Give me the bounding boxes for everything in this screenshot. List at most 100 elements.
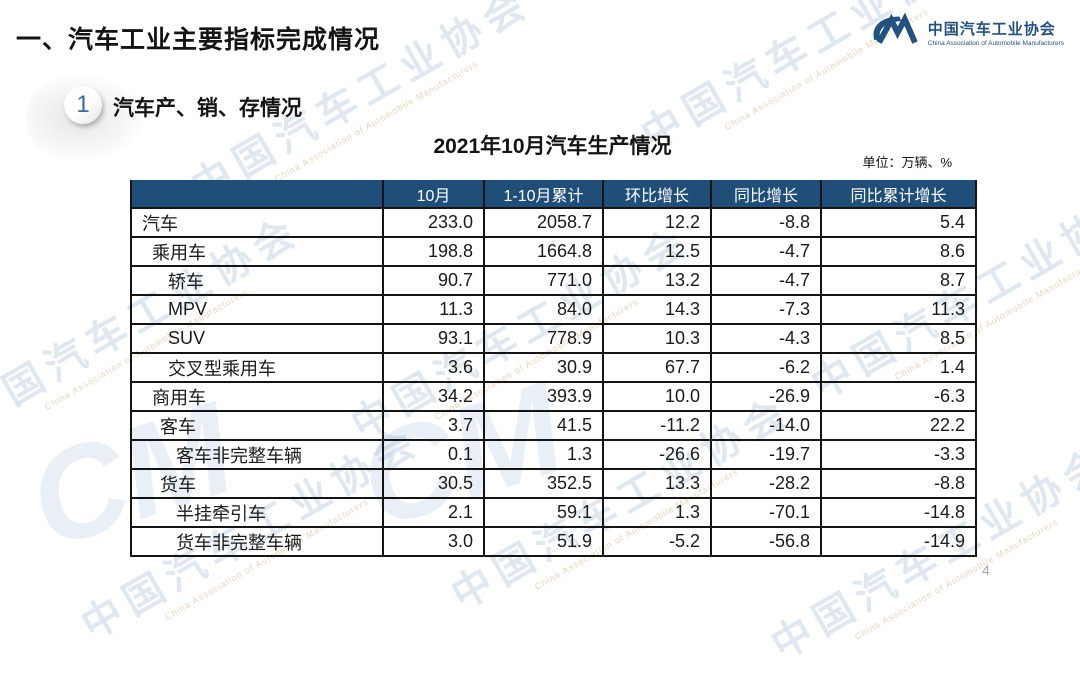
row-value: 8.7 <box>820 265 977 296</box>
row-value: 5.4 <box>820 207 977 238</box>
cm-logo-icon <box>867 12 921 53</box>
caam-logo: 中国汽车工业协会 China Association of Automobile… <box>867 12 1064 53</box>
row-value: -4.3 <box>710 323 822 354</box>
row-label: 货车 <box>130 468 384 499</box>
row-value: 198.8 <box>382 236 485 267</box>
row-label: 汽车 <box>130 207 384 238</box>
logo-name-cn: 中国汽车工业协会 <box>927 21 1056 38</box>
row-value: 3.6 <box>382 352 485 383</box>
production-table: 10月 1-10月累计 环比增长 同比增长 同比累计增长 汽车 233.0 2058.7 12… <box>130 180 977 557</box>
row-value: 84.0 <box>483 294 604 325</box>
logo-text: 中国汽车工业协会 China Association of Automobile… <box>928 18 1064 47</box>
row-value: 8.5 <box>820 323 977 354</box>
row-value: 12.5 <box>602 236 712 267</box>
row-value: 34.2 <box>382 381 485 412</box>
table-row: 交叉型乘用车 3.6 30.9 67.7 -6.2 1.4 <box>130 352 977 383</box>
unit-label: 单位：万辆、% <box>862 155 952 170</box>
row-value: 22.2 <box>820 410 977 441</box>
row-value: 393.9 <box>483 381 604 412</box>
row-label: SUV <box>130 323 384 354</box>
row-value: 10.0 <box>602 381 712 412</box>
row-value: 13.2 <box>602 265 712 296</box>
row-value: -19.7 <box>710 439 822 470</box>
table-row: 货车非完整车辆 3.0 51.9 -5.2 -56.8 -14.9 <box>130 526 977 557</box>
row-value: -26.9 <box>710 381 822 412</box>
row-value: 233.0 <box>382 207 485 238</box>
row-value: 11.3 <box>820 294 977 325</box>
column-header <box>130 180 384 209</box>
table-title: 2021年10月汽车生产情况 <box>433 135 672 158</box>
row-value: -8.8 <box>820 468 977 499</box>
row-value: 93.1 <box>382 323 485 354</box>
column-header: 环比增长 <box>602 180 712 209</box>
section-number-badge: 1 <box>64 86 102 124</box>
table-row: 半挂牵引车 2.1 59.1 1.3 -70.1 -14.8 <box>130 497 977 528</box>
row-value: 11.3 <box>382 294 485 325</box>
logo-name-en: China Association of Automobile Manufact… <box>927 40 1064 47</box>
row-value: 30.5 <box>382 468 485 499</box>
row-value: 1.3 <box>483 439 604 470</box>
page-number: 4 <box>982 562 990 578</box>
row-value: 1664.8 <box>483 236 604 267</box>
table-row: 商用车 34.2 393.9 10.0 -26.9 -6.3 <box>130 381 977 412</box>
row-value: 59.1 <box>483 497 604 528</box>
row-value: -6.3 <box>820 381 977 412</box>
row-value: -70.1 <box>710 497 822 528</box>
row-value: -26.6 <box>602 439 712 470</box>
column-header: 同比增长 <box>710 180 822 209</box>
row-value: 13.3 <box>602 468 712 499</box>
row-value: 41.5 <box>483 410 604 441</box>
row-value: -11.2 <box>602 410 712 441</box>
row-value: -6.2 <box>710 352 822 383</box>
row-value: 1.3 <box>602 497 712 528</box>
row-value: 10.3 <box>602 323 712 354</box>
row-value: -7.3 <box>710 294 822 325</box>
table-row: 货车 30.5 352.5 13.3 -28.2 -8.8 <box>130 468 977 499</box>
production-table-body: 汽车 233.0 2058.7 12.2 -8.8 5.4 乘用车 198.8 1664.8 12… <box>130 207 977 557</box>
row-label: 半挂牵引车 <box>130 497 384 528</box>
row-value: 90.7 <box>382 265 485 296</box>
table-row: 轿车 90.7 771.0 13.2 -4.7 8.7 <box>130 265 977 296</box>
row-label: 货车非完整车辆 <box>130 526 384 557</box>
table-row: 客车 3.7 41.5 -11.2 -14.0 22.2 <box>130 410 977 441</box>
section-title: 汽车产、销、存情况 <box>113 97 302 120</box>
row-value: 67.7 <box>602 352 712 383</box>
row-value: 1.4 <box>820 352 977 383</box>
row-value: -3.3 <box>820 439 977 470</box>
row-value: 3.7 <box>382 410 485 441</box>
column-header: 10月 <box>382 180 485 209</box>
row-value: 352.5 <box>483 468 604 499</box>
table-row: 乘用车 198.8 1664.8 12.5 -4.7 8.6 <box>130 236 977 267</box>
row-value: -14.0 <box>710 410 822 441</box>
row-value: -14.8 <box>820 497 977 528</box>
column-header: 同比累计增长 <box>820 180 977 209</box>
row-value: -28.2 <box>710 468 822 499</box>
table-row: 客车非完整车辆 0.1 1.3 -26.6 -19.7 -3.3 <box>130 439 977 470</box>
row-value: 14.3 <box>602 294 712 325</box>
row-value: 778.9 <box>483 323 604 354</box>
row-value: 0.1 <box>382 439 485 470</box>
row-value: -14.9 <box>820 526 977 557</box>
row-label: 商用车 <box>130 381 384 412</box>
row-value: -8.8 <box>710 207 822 238</box>
row-value: 771.0 <box>483 265 604 296</box>
row-value: 2.1 <box>382 497 485 528</box>
table-row: MPV 11.3 84.0 14.3 -7.3 11.3 <box>130 294 977 325</box>
row-value: 3.0 <box>382 526 485 557</box>
row-label: 客车 <box>130 410 384 441</box>
row-value: -4.7 <box>710 265 822 296</box>
table-row: 汽车 233.0 2058.7 12.2 -8.8 5.4 <box>130 207 977 238</box>
row-label: 轿车 <box>130 265 384 296</box>
row-label: 乘用车 <box>130 236 384 267</box>
row-value: -4.7 <box>710 236 822 267</box>
row-value: 12.2 <box>602 207 712 238</box>
row-value: 2058.7 <box>483 207 604 238</box>
row-value: -56.8 <box>710 526 822 557</box>
row-value: -5.2 <box>602 526 712 557</box>
row-value: 8.6 <box>820 236 977 267</box>
row-value: 30.9 <box>483 352 604 383</box>
row-value: 51.9 <box>483 526 604 557</box>
production-table-header-row: 10月 1-10月累计 环比增长 同比增长 同比累计增长 <box>130 180 977 209</box>
column-header: 1-10月累计 <box>483 180 604 209</box>
row-label: MPV <box>130 294 384 325</box>
